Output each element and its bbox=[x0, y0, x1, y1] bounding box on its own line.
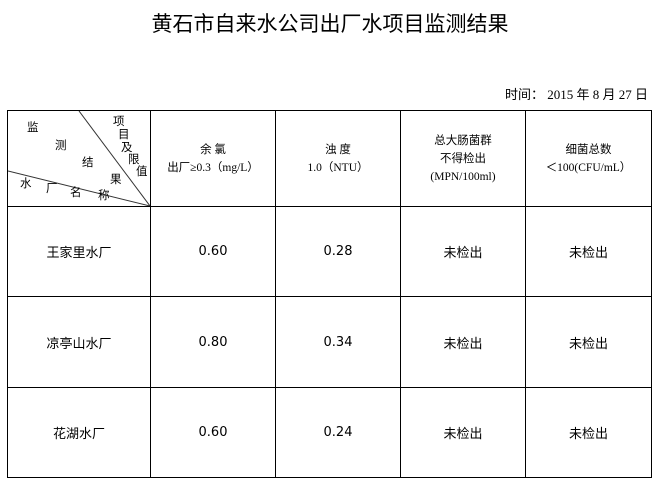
cell-value: 未检出 bbox=[525, 206, 652, 297]
corner-char: 厂 bbox=[46, 181, 58, 195]
date-text: 时间： 2015 年 8 月 27 日 bbox=[504, 87, 648, 102]
diagonal-lines bbox=[8, 111, 150, 206]
corner-char: 水 bbox=[20, 176, 32, 190]
results-table: 监 测 结 果 项 目 及 限 值 水 厂 名 称 余 氯出厂≥0.3（mg/L… bbox=[7, 110, 652, 478]
header-line: 出厂≥0.3（mg/L） bbox=[167, 161, 259, 174]
header-line: 总大肠菌群 bbox=[434, 134, 492, 147]
plant-name: 凉亭山水厂 bbox=[7, 296, 151, 388]
column-header-bacteria: 细菌总数 ＜100(CFU/mL） bbox=[525, 110, 652, 207]
corner-header-cell: 监 测 结 果 项 目 及 限 值 水 厂 名 称 bbox=[7, 110, 151, 207]
cell-value: 0.34 bbox=[275, 296, 401, 388]
page-title: 黄石市自来水公司出厂水项目监测结果 bbox=[151, 12, 509, 36]
cell-value: 0.24 bbox=[275, 387, 401, 478]
corner-char: 限 bbox=[128, 152, 140, 166]
corner-char: 及 bbox=[121, 140, 133, 154]
cell-value: 未检出 bbox=[525, 387, 652, 478]
table-row: 花湖水厂 0.60 0.24 未检出 未检出 bbox=[7, 387, 652, 478]
cell-value: 0.60 bbox=[150, 387, 276, 478]
corner-char: 结 bbox=[82, 155, 94, 169]
header-line: 1.0（NTU） bbox=[307, 161, 369, 174]
cell-value: 0.80 bbox=[150, 296, 276, 388]
header-line: (MPN/100ml) bbox=[430, 170, 496, 183]
plant-name: 王家里水厂 bbox=[7, 206, 151, 297]
cell-value: 未检出 bbox=[400, 387, 526, 478]
corner-char: 名 bbox=[70, 185, 82, 199]
cell-value: 未检出 bbox=[525, 296, 652, 388]
cell-value: 未检出 bbox=[400, 206, 526, 297]
column-header-coliform: 总大肠菌群不得检出 (MPN/100ml) bbox=[400, 110, 526, 207]
header-line: ＜100(CFU/mL） bbox=[545, 161, 632, 174]
corner-char: 测 bbox=[55, 138, 67, 152]
cell-value: 0.28 bbox=[275, 206, 401, 297]
corner-char: 目 bbox=[118, 127, 130, 141]
corner-char: 项 bbox=[113, 114, 125, 128]
header-line: 浊 度 bbox=[325, 143, 351, 156]
corner-char: 值 bbox=[136, 164, 148, 178]
header-line: 余 氯 bbox=[200, 143, 226, 156]
cell-value: 0.60 bbox=[150, 206, 276, 297]
column-header-chlorine: 余 氯出厂≥0.3（mg/L） bbox=[150, 110, 276, 207]
corner-char: 果 bbox=[110, 172, 122, 186]
table-row: 凉亭山水厂 0.80 0.34 未检出 未检出 bbox=[7, 296, 652, 388]
cell-value: 未检出 bbox=[400, 296, 526, 388]
corner-char: 监 bbox=[27, 120, 39, 134]
header-line: 不得检出 bbox=[440, 152, 486, 165]
plant-name: 花湖水厂 bbox=[7, 387, 151, 478]
corner-char: 称 bbox=[98, 188, 110, 202]
header-row: 监 测 结 果 项 目 及 限 值 水 厂 名 称 余 氯出厂≥0.3（mg/L… bbox=[7, 110, 652, 207]
table-row: 王家里水厂 0.60 0.28 未检出 未检出 bbox=[7, 206, 652, 297]
column-header-turbidity: 浊 度 1.0（NTU） bbox=[275, 110, 401, 207]
header-line: 细菌总数 bbox=[565, 143, 612, 156]
